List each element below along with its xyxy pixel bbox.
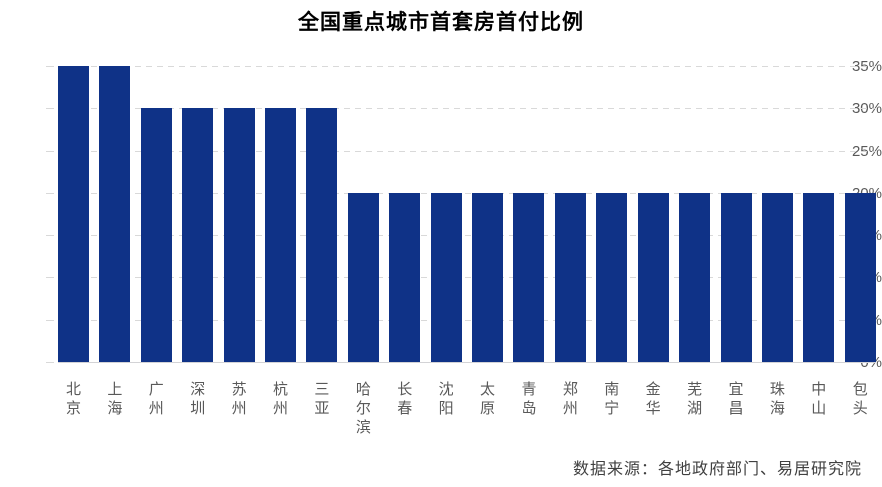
gridline-5 (58, 319, 876, 321)
bar-北京 (58, 66, 89, 362)
bar-杭州 (265, 108, 297, 362)
bar-青岛 (513, 192, 545, 362)
bar-芜湖 (679, 192, 711, 362)
x-label-slot: 沈阳 (431, 380, 462, 418)
x-axis-line (58, 362, 876, 363)
x-axis-labels: 北京 上海 广州 深圳 苏州 杭州 三亚 哈尔滨 长春 沈阳 太原 青岛 郑州 南宁 金华 芜湖 宜昌 珠海 中山包… (58, 380, 876, 437)
x-tick-label-包头: 包头 (852, 381, 868, 417)
x-label-slot: 三亚 (306, 380, 337, 418)
y-tick-30 (46, 108, 54, 110)
x-label-slot: 长春 (389, 380, 420, 418)
x-tick-label-中山: 中山 (811, 381, 827, 417)
x-label-slot: 包头 (845, 380, 876, 418)
x-tick-label-青岛: 青岛 (521, 381, 537, 417)
y-tick-5 (46, 319, 54, 321)
bar-珠海 (761, 192, 793, 362)
x-tick-label-芜湖: 芜湖 (687, 381, 703, 417)
y-tick-20 (46, 192, 54, 194)
x-tick-label-哈尔滨: 哈尔滨 (355, 381, 371, 436)
bar-series (58, 66, 876, 362)
gridline-20 (58, 192, 876, 194)
y-tick-0 (46, 362, 54, 363)
bar-深圳 (182, 108, 214, 362)
y-tick-25 (46, 150, 54, 152)
bar-长春 (389, 192, 421, 362)
x-label-slot: 郑州 (555, 380, 586, 418)
x-tick-label-三亚: 三亚 (314, 381, 330, 417)
gridline-15 (58, 235, 876, 237)
x-label-slot: 广州 (141, 380, 172, 418)
x-tick-label-苏州: 苏州 (231, 381, 247, 417)
x-label-slot: 苏州 (224, 380, 255, 418)
bar-南宁 (596, 192, 628, 362)
bar-金华 (637, 192, 669, 362)
x-tick-label-太原: 太原 (480, 381, 496, 417)
x-tick-label-郑州: 郑州 (562, 381, 578, 417)
x-label-slot: 哈尔滨 (348, 380, 379, 437)
chart-title: 全国重点城市首套房首付比例 (298, 10, 584, 34)
source-note: 数据来源：各地政府部门、易居研究院 (572, 461, 862, 478)
x-tick-label-珠海: 珠海 (769, 381, 785, 417)
bar-上海 (99, 66, 131, 362)
x-tick-label-南宁: 南宁 (604, 381, 620, 417)
bar-宜昌 (720, 192, 752, 362)
bar-苏州 (223, 108, 255, 362)
gridline-35 (58, 66, 876, 67)
x-tick-label-沈阳: 沈阳 (438, 381, 454, 417)
x-label-slot: 北京 (58, 380, 89, 418)
x-tick-label-北京: 北京 (65, 381, 81, 417)
x-label-slot: 青岛 (513, 380, 544, 418)
x-tick-label-广州: 广州 (148, 381, 164, 417)
plot-area (58, 66, 876, 363)
y-tick-15 (46, 235, 54, 237)
x-tick-label-长春: 长春 (397, 381, 413, 417)
x-label-slot: 太原 (472, 380, 503, 418)
x-label-slot: 金华 (638, 380, 669, 418)
bar-郑州 (554, 192, 586, 362)
bar-包头 (844, 192, 876, 362)
bar-哈尔滨 (347, 192, 379, 362)
x-label-slot: 深圳 (182, 380, 213, 418)
x-label-slot: 芜湖 (679, 380, 710, 418)
x-tick-label-金华: 金华 (645, 381, 661, 417)
x-label-slot: 上海 (99, 380, 130, 418)
gridline-25 (58, 150, 876, 152)
gridline-30 (58, 108, 876, 110)
bar-广州 (140, 108, 172, 362)
bar-三亚 (306, 108, 338, 362)
x-tick-label-宜昌: 宜昌 (728, 381, 744, 417)
x-label-slot: 南宁 (596, 380, 627, 418)
bar-沈阳 (430, 192, 462, 362)
x-tick-label-上海: 上海 (107, 381, 123, 417)
x-label-slot: 珠海 (762, 380, 793, 418)
y-tick-10 (46, 277, 54, 279)
x-label-slot: 中山 (803, 380, 834, 418)
x-label-slot: 杭州 (265, 380, 296, 418)
bar-太原 (472, 192, 504, 362)
bar-中山 (803, 192, 835, 362)
gridline-10 (58, 277, 876, 279)
x-tick-label-深圳: 深圳 (190, 381, 206, 417)
x-tick-label-杭州: 杭州 (273, 381, 289, 417)
y-tick-35 (46, 66, 54, 67)
x-label-slot: 宜昌 (721, 380, 752, 418)
